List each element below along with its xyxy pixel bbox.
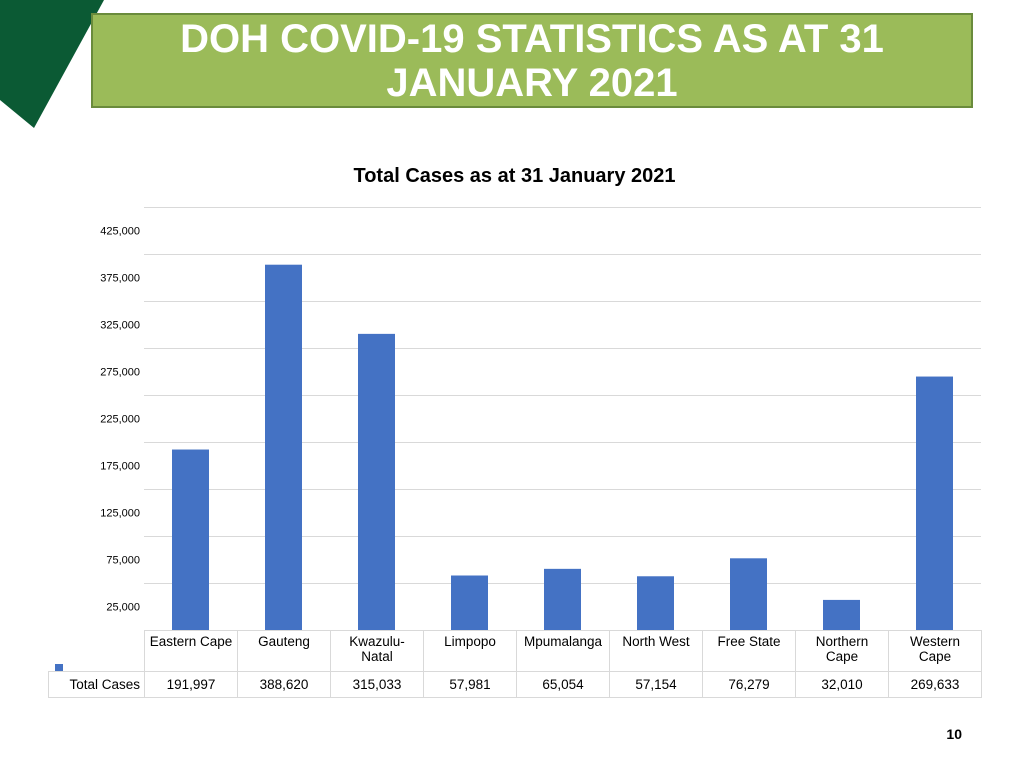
y-tick-label-8: 425,000 <box>100 226 140 238</box>
value-label-eastern-cape: 191,997 <box>144 671 238 698</box>
category-label-free-state: Free State <box>702 630 796 672</box>
y-tick-label-1: 75,000 <box>106 555 140 567</box>
bar-western-cape <box>916 376 953 630</box>
chart-data-table: Eastern Cape Gauteng Kwazulu- Natal Limpopo M… <box>48 630 982 698</box>
category-label-mpumalanga: Mpumalanga <box>516 630 610 672</box>
y-tick-label-7: 375,000 <box>100 273 140 285</box>
bar-mpumalanga <box>544 568 581 630</box>
bar-limpopo <box>451 575 488 630</box>
bar-chart: 25,000 75,000 125,000 175,000 225,000 275,000… <box>100 207 981 631</box>
y-tick-label-5: 275,000 <box>100 367 140 379</box>
y-tick-label-6: 325,000 <box>100 320 140 332</box>
value-label-mpumalanga: 65,054 <box>516 671 610 698</box>
y-tick-label-0: 25,000 <box>106 602 140 614</box>
category-label-eastern-cape: Eastern Cape <box>144 630 238 672</box>
bar-gauteng <box>265 264 302 630</box>
value-label-north-west: 57,154 <box>609 671 703 698</box>
bar-northern-cape <box>823 599 860 630</box>
value-label-kwazulu-natal: 315,033 <box>330 671 424 698</box>
series-label: Total Cases <box>48 671 145 698</box>
y-tick-label-2: 125,000 <box>100 508 140 520</box>
y-tick-label-3: 175,000 <box>100 461 140 473</box>
y-tick-label-4: 225,000 <box>100 414 140 426</box>
value-label-northern-cape: 32,010 <box>795 671 889 698</box>
category-label-northern-cape: Northern Cape <box>795 630 889 672</box>
bar-kwazulu-natal <box>358 333 395 630</box>
legend-cell <box>48 630 145 672</box>
bar-north-west <box>637 576 674 630</box>
bar-eastern-cape <box>172 449 209 630</box>
value-label-free-state: 76,279 <box>702 671 796 698</box>
category-label-limpopo: Limpopo <box>423 630 517 672</box>
page-number: 10 <box>946 726 962 742</box>
category-label-kwazulu-natal: Kwazulu- Natal <box>330 630 424 672</box>
value-label-gauteng: 388,620 <box>237 671 331 698</box>
value-label-limpopo: 57,981 <box>423 671 517 698</box>
bar-free-state <box>730 558 767 630</box>
category-label-north-west: North West <box>609 630 703 672</box>
chart-title: Total Cases as at 31 January 2021 <box>353 165 676 187</box>
value-label-western-cape: 269,633 <box>888 671 982 698</box>
slide-title: DOH COVID-19 STATISTICS AS AT 31 JANUARY… <box>180 16 884 105</box>
category-label-gauteng: Gauteng <box>237 630 331 672</box>
legend-key-total-cases <box>54 663 63 672</box>
slide-title-banner: DOH COVID-19 STATISTICS AS AT 31 JANUARY… <box>91 13 973 108</box>
category-label-western-cape: Western Cape <box>888 630 982 672</box>
corner-accent-shape <box>0 0 104 128</box>
